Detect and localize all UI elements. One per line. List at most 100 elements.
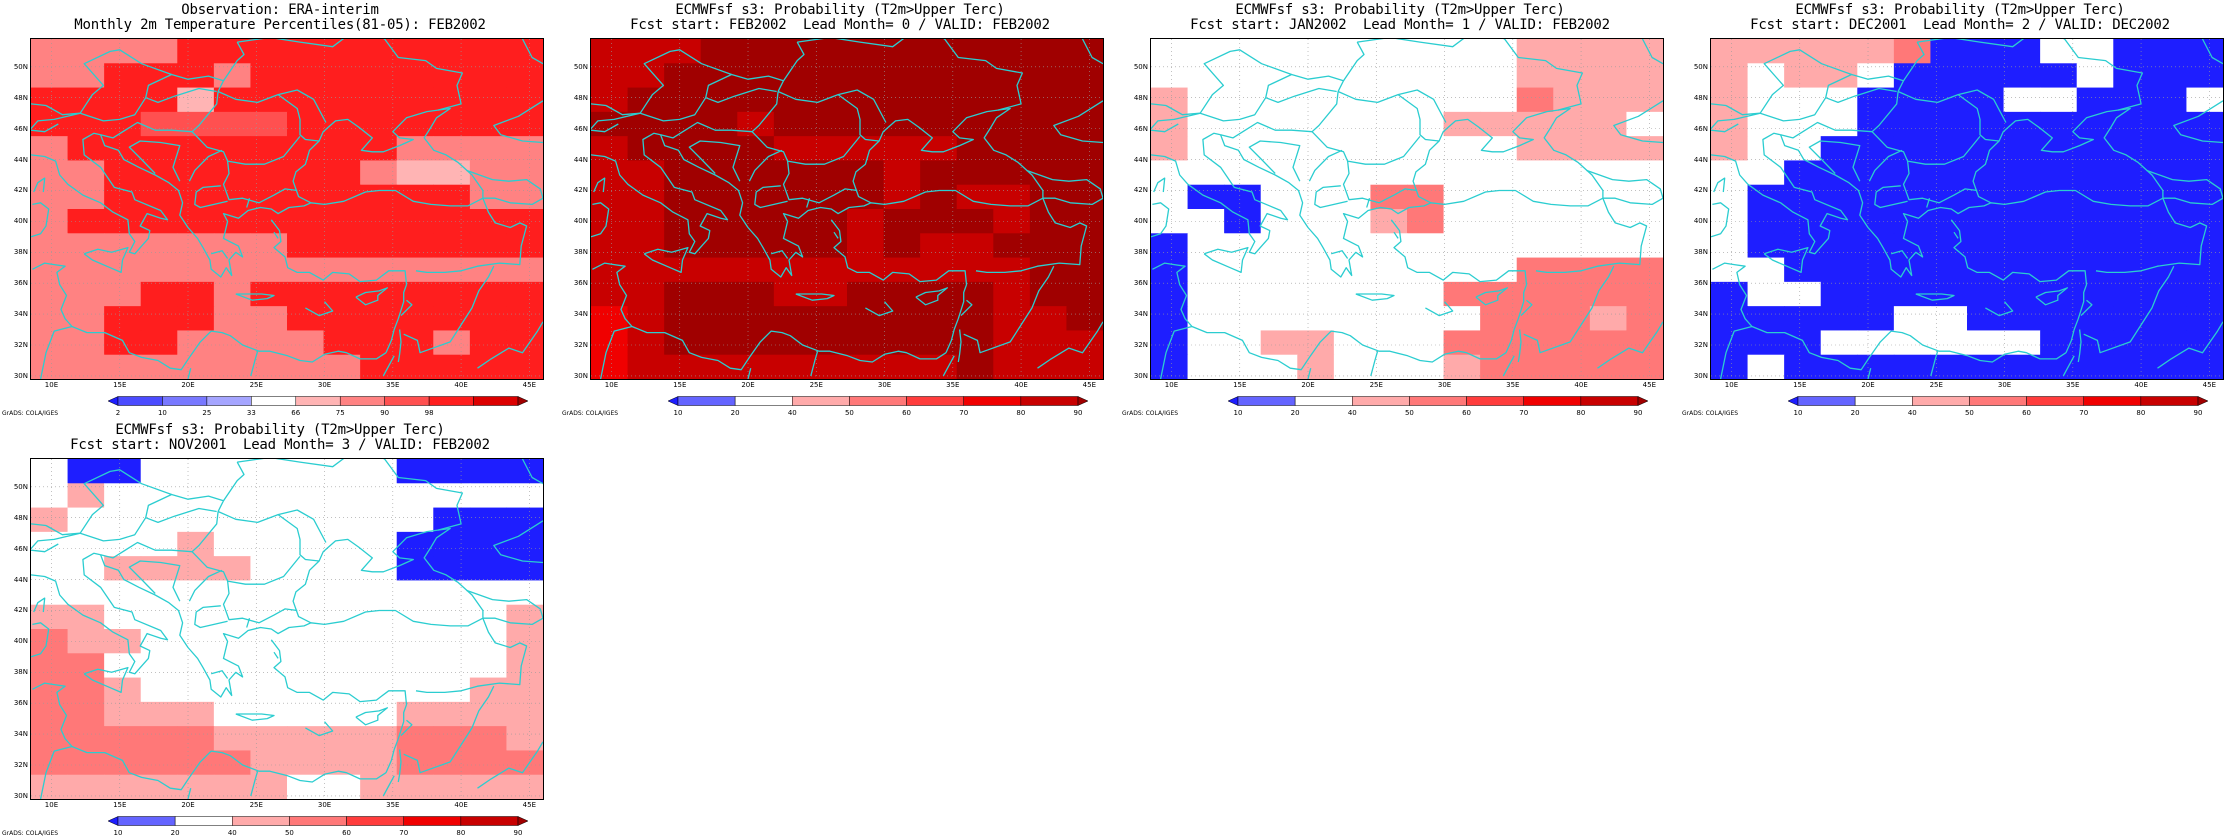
grid-cell	[360, 39, 398, 64]
grid-cell	[2040, 160, 2078, 186]
coastline	[194, 185, 228, 209]
grid-cell	[213, 653, 251, 679]
grid-cell	[773, 111, 811, 137]
grid-cell	[1553, 63, 1591, 89]
grid-cell	[323, 233, 361, 259]
coastline	[250, 351, 259, 377]
coastline	[1874, 185, 1908, 209]
colorbar-lower-arrow	[108, 396, 119, 406]
coastline	[591, 112, 641, 130]
coastline	[1902, 161, 1978, 204]
longitude-tick-label: 10E	[1724, 381, 1739, 389]
colorbar-tick-label: 20	[1850, 409, 1860, 417]
grid-cell	[323, 87, 361, 113]
grid-cell	[591, 39, 629, 64]
grid-cell	[956, 63, 994, 89]
grid-cell	[506, 209, 543, 234]
grid-cell	[1480, 39, 1518, 64]
grid-cell	[1224, 184, 1262, 210]
grid-cell	[1589, 281, 1627, 307]
latitude-tick-label: 36N	[573, 279, 588, 288]
colorbar-segment	[1020, 396, 1079, 406]
map-svg	[31, 39, 543, 379]
grid-cell	[67, 63, 105, 89]
grid-cell	[396, 87, 434, 113]
grid-cell	[213, 257, 251, 283]
grid-cell	[323, 653, 361, 679]
grid-cell	[737, 160, 775, 186]
grid-cell	[433, 330, 471, 356]
colorbar-segment	[963, 396, 1022, 406]
grid-cell	[1333, 184, 1371, 210]
grid-cell	[177, 556, 215, 581]
grid-cell	[1820, 39, 1858, 64]
grid-cell	[2149, 233, 2187, 259]
longitude-tick-label: 35E	[946, 381, 960, 389]
grid-cell	[323, 354, 361, 379]
grid-cell	[104, 726, 142, 751]
colorbar-tick-label: 50	[1404, 409, 1414, 417]
grid-cell	[67, 281, 105, 307]
coastline	[1917, 39, 2144, 111]
colorbar-tick-label: 50	[844, 409, 854, 417]
coastline	[957, 329, 962, 363]
grid-cell	[627, 233, 665, 259]
grid-cell	[323, 483, 361, 509]
longitude-tick-label: 40E	[2134, 381, 2148, 389]
coastline	[32, 262, 387, 371]
latitude-tick-label: 46N	[573, 124, 588, 133]
grid-cell	[2113, 281, 2151, 307]
coastline	[915, 287, 949, 306]
coastline	[305, 301, 334, 317]
colorbar-tick-label: 20	[730, 409, 740, 417]
coastline	[1308, 149, 1343, 182]
grid-cell	[323, 160, 361, 186]
coastline	[217, 90, 320, 142]
grid-cell	[2149, 257, 2187, 283]
grid-cell	[396, 507, 434, 533]
grid-cell	[1747, 63, 1785, 89]
panel-title-line2: Fcst start: DEC2001 Lead Month= 2 / VALI…	[1750, 17, 2170, 33]
grid-cell	[1151, 354, 1189, 379]
grid-cell	[1297, 281, 1335, 307]
grid-cell	[2113, 160, 2151, 186]
grid-cell	[2113, 136, 2151, 161]
coastline	[1159, 325, 1193, 379]
grid-cell	[993, 160, 1031, 186]
grid-cell	[993, 87, 1031, 113]
grid-cell	[1893, 39, 1931, 64]
grid-cell	[213, 39, 251, 64]
grid-cell	[67, 701, 105, 727]
grid-cell	[2186, 87, 2223, 113]
grid-cell	[1967, 281, 2005, 307]
grid-cell	[1930, 63, 1968, 89]
grid-cell	[104, 184, 142, 210]
grid-cell	[1029, 281, 1067, 307]
grads-credit: GrADS: COLA/IGES	[1122, 410, 1179, 417]
grid-cell	[433, 459, 471, 484]
grid-cell	[664, 87, 702, 113]
latitude-tick-label: 36N	[13, 699, 28, 708]
grid-cell	[1297, 111, 1335, 137]
grid-cell	[67, 677, 105, 703]
grid-cell	[847, 233, 885, 259]
grid-cell	[1589, 184, 1627, 210]
latitude-axis-labels: 30N 32N 34N 36N 38N 40N 42N 44N 46N 48N 50N	[560, 38, 588, 380]
grid-cell	[1553, 354, 1591, 379]
grid-cell	[773, 330, 811, 356]
colorbar-tick-label: 40	[1347, 409, 1357, 417]
grid-cell	[31, 580, 69, 606]
grid-cell	[627, 257, 665, 283]
coastline	[1871, 91, 1981, 165]
grid-cell	[956, 136, 994, 161]
coastline	[1265, 87, 1337, 104]
grid-cell	[469, 39, 507, 64]
grid-cell	[773, 354, 811, 379]
coastline	[1915, 293, 1955, 301]
grid-cell	[1333, 330, 1371, 356]
coastline	[1957, 89, 2007, 123]
coastline	[810, 351, 819, 377]
grid-cell	[847, 209, 885, 234]
coastline	[2077, 329, 2082, 363]
grid-cell	[177, 160, 215, 186]
